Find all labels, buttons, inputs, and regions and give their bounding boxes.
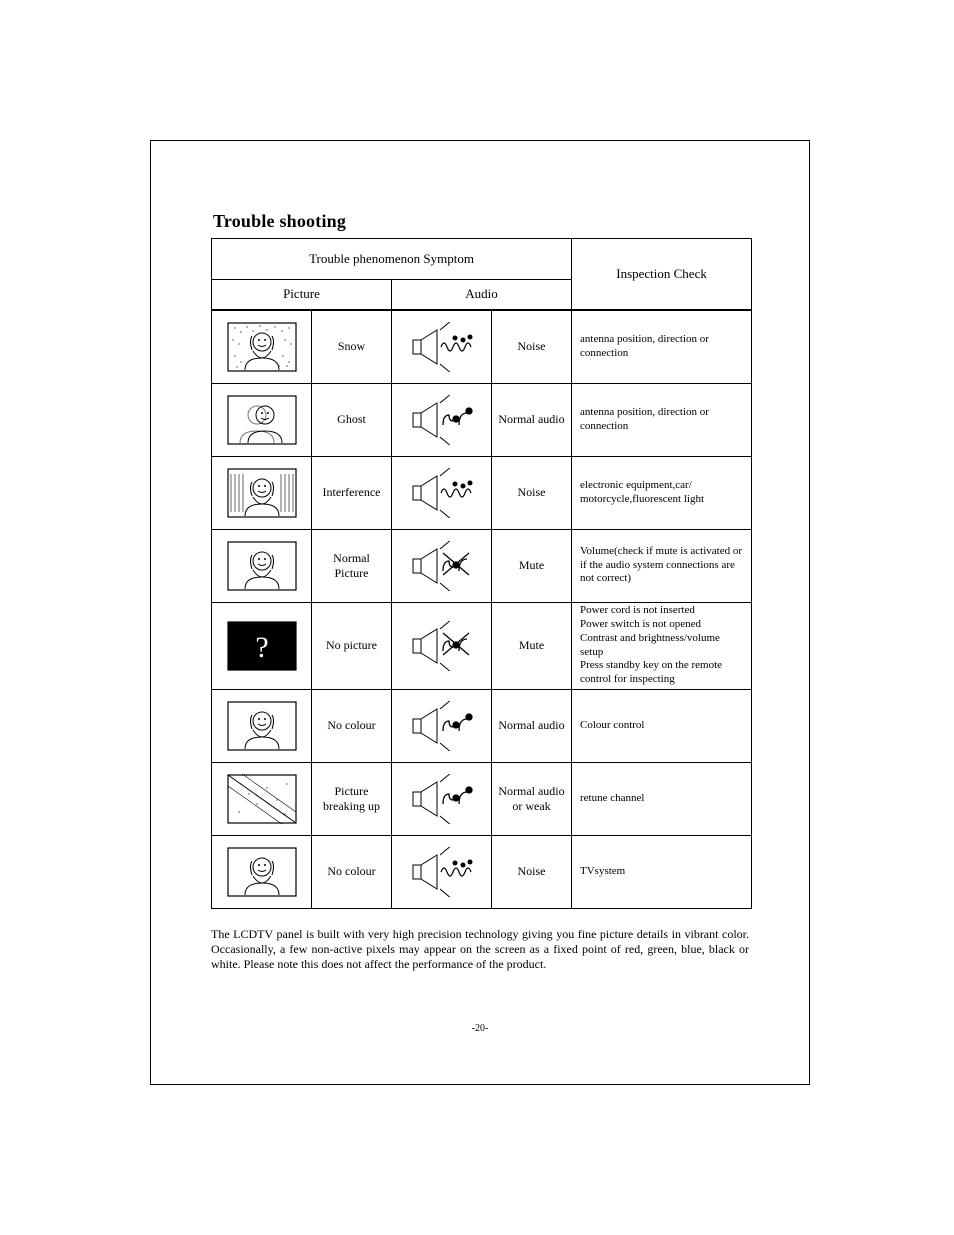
- inspection-check-text: Colour control: [572, 689, 752, 762]
- troubleshooting-body: SnowNoiseantenna position, direction or …: [211, 310, 752, 909]
- picture-symptom-label: No picture: [312, 602, 392, 689]
- inspection-check-text: retune channel: [572, 762, 752, 835]
- inspection-check-text: electronic equipment,car/ motorcycle,flu…: [572, 456, 752, 529]
- audio-symptom-icon: [392, 310, 492, 383]
- table-row: Picture breaking up Normal audio or weakr…: [212, 762, 752, 835]
- table-row: Ghost Normal audioantenna position, direc…: [212, 383, 752, 456]
- audio-symptom-icon: [392, 529, 492, 602]
- audio-symptom-icon: [392, 383, 492, 456]
- picture-symptom-icon: [212, 602, 312, 689]
- picture-symptom-label: Interference: [312, 456, 392, 529]
- picture-symptom-label: No colour: [312, 835, 392, 908]
- picture-symptom-icon: [212, 383, 312, 456]
- table-row: Snow Noiseantenna position, direction or …: [212, 310, 752, 383]
- table-row: No picture MutePower cord is not inserted…: [212, 602, 752, 689]
- inspection-check-text: antenna position, direction or connectio…: [572, 310, 752, 383]
- table-row: Normal Picture MuteVolume(check if mute i…: [212, 529, 752, 602]
- picture-symptom-label: Ghost: [312, 383, 392, 456]
- audio-symptom-label: Mute: [492, 529, 572, 602]
- header-symptom: Trouble phenomenon Symptom: [212, 239, 572, 280]
- header-audio: Audio: [392, 280, 572, 309]
- table-row: No colour Normal audioColour control: [212, 689, 752, 762]
- audio-symptom-label: Noise: [492, 835, 572, 908]
- picture-symptom-label: Picture breaking up: [312, 762, 392, 835]
- picture-symptom-icon: [212, 456, 312, 529]
- picture-symptom-label: Normal Picture: [312, 529, 392, 602]
- picture-symptom-label: Snow: [312, 310, 392, 383]
- picture-symptom-icon: [212, 529, 312, 602]
- audio-symptom-icon: [392, 456, 492, 529]
- picture-symptom-icon: [212, 310, 312, 383]
- audio-symptom-icon: [392, 762, 492, 835]
- audio-symptom-label: Noise: [492, 310, 572, 383]
- table-row: No colour NoiseTVsystem: [212, 835, 752, 908]
- page-number: -20-: [151, 1023, 809, 1034]
- audio-symptom-icon: [392, 689, 492, 762]
- content-frame: Trouble shooting Trouble phenomenon Symp…: [150, 140, 810, 1085]
- picture-symptom-icon: [212, 762, 312, 835]
- header-picture: Picture: [212, 280, 392, 309]
- picture-symptom-icon: [212, 835, 312, 908]
- inspection-check-text: Volume(check if mute is activated or if …: [572, 529, 752, 602]
- inspection-check-text: antenna position, direction or connectio…: [572, 383, 752, 456]
- header-check: Inspection Check: [572, 239, 752, 310]
- picture-symptom-icon: [212, 689, 312, 762]
- audio-symptom-label: Normal audio or weak: [492, 762, 572, 835]
- section-title: Trouble shooting: [213, 211, 749, 232]
- picture-symptom-label: No colour: [312, 689, 392, 762]
- inspection-check-text: TVsystem: [572, 835, 752, 908]
- table-row: Interference Noiseelectronic equipment,ca…: [212, 456, 752, 529]
- footer-note: The LCDTV panel is built with very high …: [211, 927, 749, 972]
- audio-symptom-label: Normal audio: [492, 689, 572, 762]
- audio-symptom-icon: [392, 835, 492, 908]
- page: Trouble shooting Trouble phenomenon Symp…: [0, 0, 954, 1235]
- audio-symptom-label: Mute: [492, 602, 572, 689]
- audio-symptom-label: Normal audio: [492, 383, 572, 456]
- header-row-1: Trouble phenomenon Symptom Inspection Ch…: [212, 239, 752, 280]
- audio-symptom-icon: [392, 602, 492, 689]
- inspection-check-text: Power cord is not insertedPower switch i…: [572, 602, 752, 689]
- troubleshooting-table: Trouble phenomenon Symptom Inspection Ch…: [211, 238, 752, 310]
- audio-symptom-label: Noise: [492, 456, 572, 529]
